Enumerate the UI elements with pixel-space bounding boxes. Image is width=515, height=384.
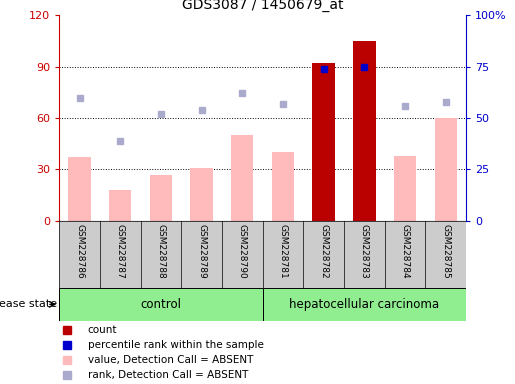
Text: GSM228785: GSM228785 <box>441 224 450 279</box>
Bar <box>59 288 263 321</box>
Text: value, Detection Call = ABSENT: value, Detection Call = ABSENT <box>88 355 253 365</box>
Bar <box>109 190 131 221</box>
Text: GSM228787: GSM228787 <box>116 224 125 279</box>
Bar <box>191 168 213 221</box>
Title: GDS3087 / 1450679_at: GDS3087 / 1450679_at <box>182 0 344 12</box>
Bar <box>435 118 457 221</box>
Text: count: count <box>88 325 117 335</box>
Text: GSM228782: GSM228782 <box>319 224 328 279</box>
Text: GSM228788: GSM228788 <box>157 224 165 279</box>
Text: disease state: disease state <box>0 299 57 310</box>
Text: GSM228783: GSM228783 <box>360 224 369 279</box>
Bar <box>231 135 253 221</box>
Bar <box>394 156 416 221</box>
Text: GSM228786: GSM228786 <box>75 224 84 279</box>
Text: GSM228790: GSM228790 <box>238 224 247 279</box>
Bar <box>313 63 335 221</box>
Text: control: control <box>141 298 181 311</box>
Bar <box>68 157 91 221</box>
Text: hepatocellular carcinoma: hepatocellular carcinoma <box>289 298 439 311</box>
Text: GSM228781: GSM228781 <box>279 224 287 279</box>
Text: GSM228784: GSM228784 <box>401 224 409 279</box>
Text: percentile rank within the sample: percentile rank within the sample <box>88 340 264 350</box>
Bar <box>150 175 172 221</box>
Bar <box>353 41 375 221</box>
Text: rank, Detection Call = ABSENT: rank, Detection Call = ABSENT <box>88 369 248 380</box>
Bar <box>263 288 466 321</box>
Bar <box>272 152 294 221</box>
Text: GSM228789: GSM228789 <box>197 224 206 279</box>
